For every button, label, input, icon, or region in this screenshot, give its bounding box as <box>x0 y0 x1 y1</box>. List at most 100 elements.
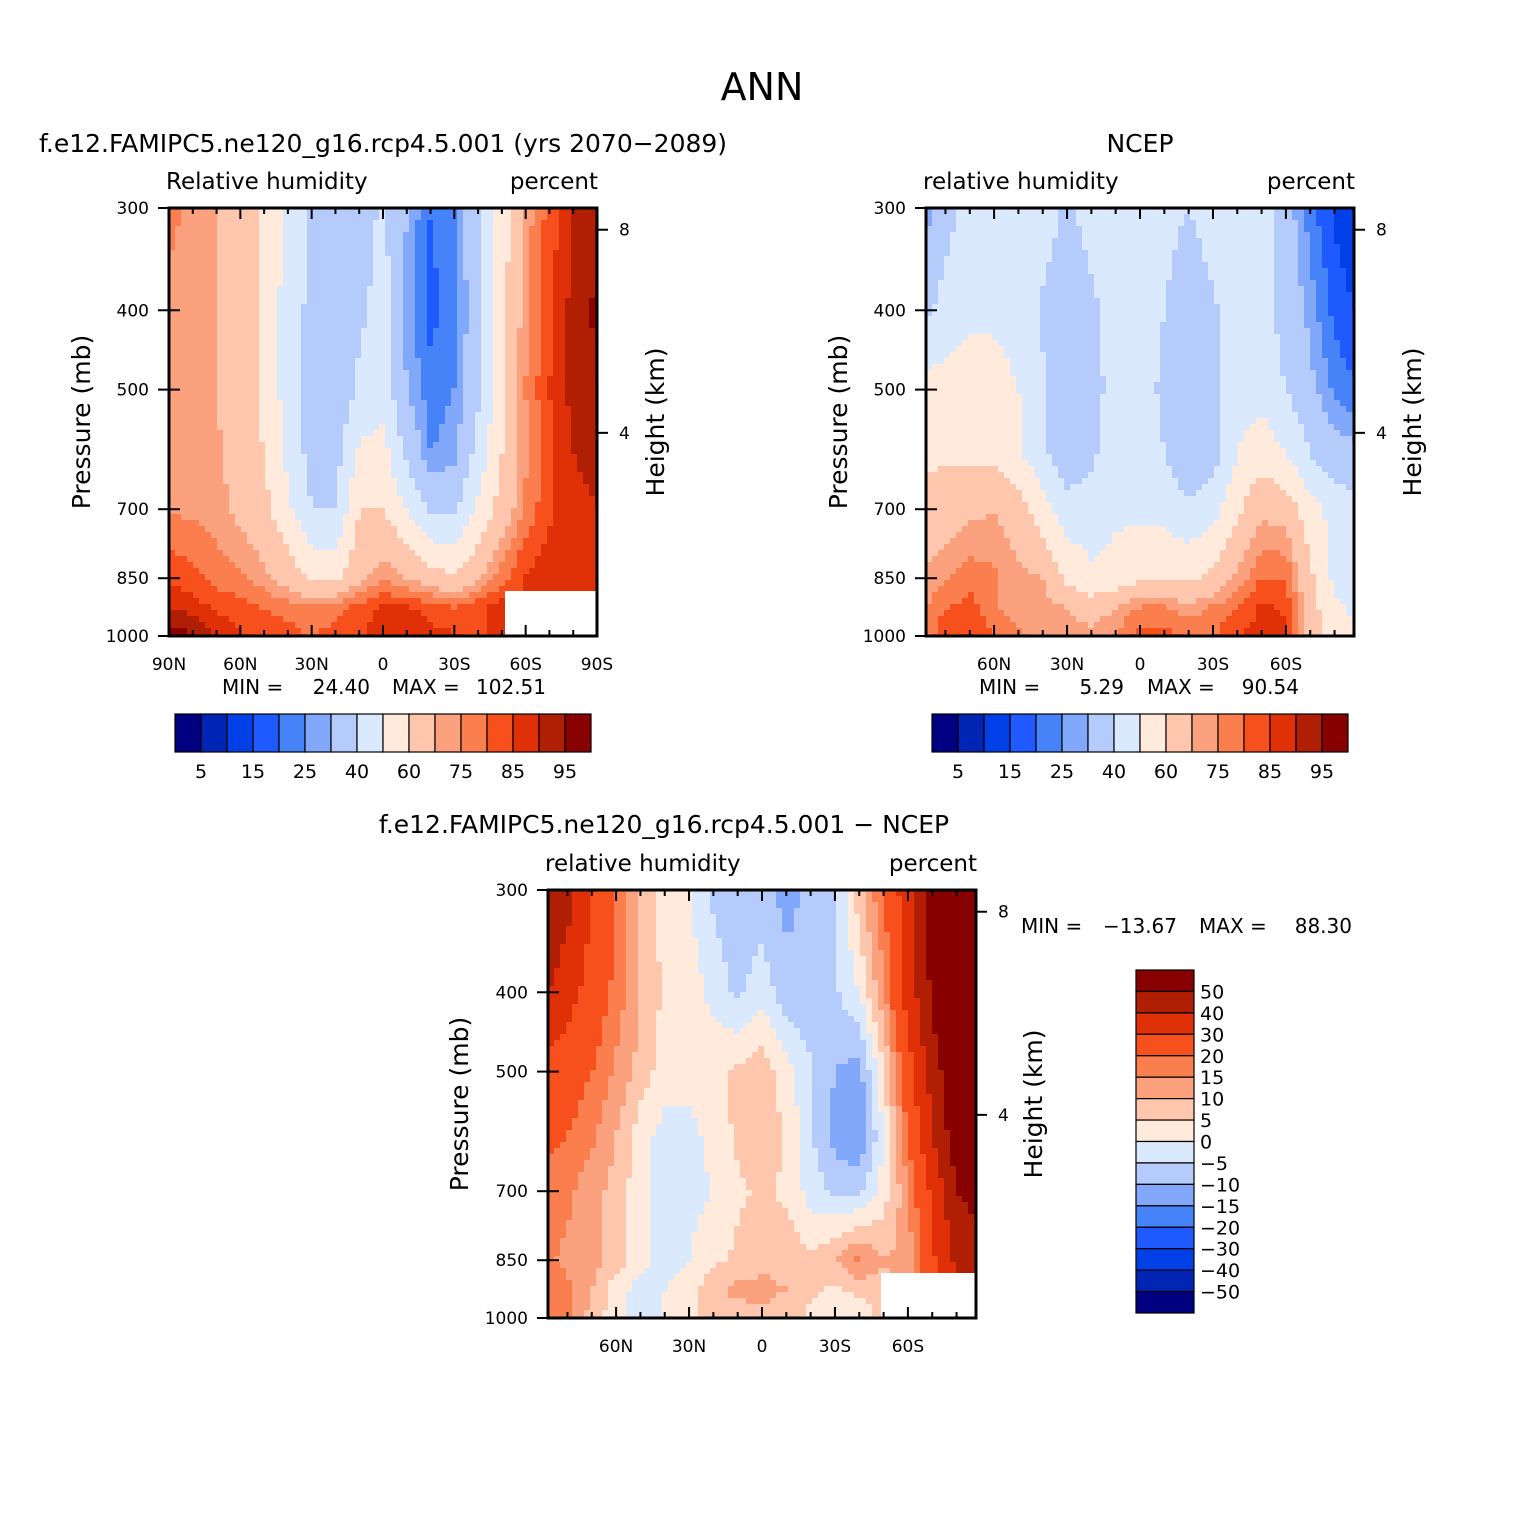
contour-cell <box>313 544 320 551</box>
contour-cell <box>385 322 392 329</box>
contour-cell <box>253 208 260 215</box>
contour-cell <box>457 472 464 479</box>
contour-cell <box>343 580 350 587</box>
contour-cell <box>517 496 524 503</box>
contour-cell <box>265 520 272 527</box>
contour-cell <box>355 550 362 557</box>
contour-cell <box>457 352 464 359</box>
contour-cell <box>169 262 176 269</box>
contour-cell <box>493 394 500 401</box>
contour-cell <box>373 256 380 263</box>
contour-cell <box>583 346 590 353</box>
contour-cell <box>205 436 212 443</box>
contour-cell <box>439 370 446 377</box>
contour-cell <box>493 484 500 491</box>
contour-cell <box>427 544 434 551</box>
contour-cell <box>385 544 392 551</box>
contour-cell <box>517 490 524 497</box>
contour-cell <box>265 598 272 605</box>
contour-cell <box>511 370 518 377</box>
contour-cell <box>415 304 422 311</box>
contour-cell <box>319 430 326 437</box>
contour-cell <box>271 370 278 377</box>
contour-cell <box>379 556 386 563</box>
contour-cell <box>283 388 290 395</box>
contour-cell <box>265 316 272 323</box>
contour-cell <box>277 550 284 557</box>
contour-cell <box>277 400 284 407</box>
contour-cell <box>583 286 590 293</box>
contour-cell <box>415 358 422 365</box>
contour-cell <box>565 262 572 269</box>
contour-cell <box>559 430 566 437</box>
contour-cell <box>241 346 248 353</box>
contour-cell <box>295 298 302 305</box>
contour-cell <box>445 220 452 227</box>
contour-cell <box>379 484 386 491</box>
contour-cell <box>229 610 236 617</box>
contour-cell <box>547 538 554 545</box>
contour-cell <box>193 352 200 359</box>
contour-cell <box>463 238 470 245</box>
contour-cell <box>415 346 422 353</box>
contour-cell <box>535 508 542 515</box>
contour-cell <box>361 298 368 305</box>
contour-cell <box>193 400 200 407</box>
contour-cell <box>295 292 302 299</box>
contour-cell <box>229 586 236 593</box>
contour-cell <box>241 412 248 419</box>
contour-cell <box>433 406 440 413</box>
contour-cell <box>349 298 356 305</box>
contour-cell <box>193 316 200 323</box>
contour-cell <box>259 568 266 575</box>
contour-cell <box>469 226 476 233</box>
contour-cell <box>241 574 248 581</box>
contour-cell <box>181 214 188 221</box>
contour-cell <box>205 544 212 551</box>
contour-cell <box>349 370 356 377</box>
contour-cell <box>235 556 242 563</box>
contour-cell <box>397 502 404 509</box>
contour-cell <box>493 412 500 419</box>
contour-cell <box>505 208 512 215</box>
contour-cell <box>541 400 548 407</box>
contour-cell <box>187 304 194 311</box>
contour-cell <box>517 256 524 263</box>
contour-cell <box>295 484 302 491</box>
contour-cell <box>571 304 578 311</box>
contour-cell <box>535 466 542 473</box>
contour-cell <box>469 346 476 353</box>
contour-cell <box>391 562 398 569</box>
contour-cell <box>547 298 554 305</box>
contour-cell <box>565 454 572 461</box>
contour-cell <box>505 358 512 365</box>
contour-cell <box>445 490 452 497</box>
contour-cell <box>337 454 344 461</box>
contour-cell <box>283 364 290 371</box>
contour-cell <box>505 394 512 401</box>
contour-cell <box>445 340 452 347</box>
contour-cell <box>253 418 260 425</box>
contour-cell <box>319 406 326 413</box>
contour-cell <box>217 616 224 623</box>
contour-cell <box>223 466 230 473</box>
contour-cell <box>169 556 176 563</box>
contour-cell <box>217 574 224 581</box>
contour-cell <box>313 286 320 293</box>
contour-cell <box>235 520 242 527</box>
contour-cell <box>223 580 230 587</box>
contour-cell <box>259 622 266 629</box>
contour-cell <box>415 544 422 551</box>
contour-cell <box>307 538 314 545</box>
contour-cell <box>481 328 488 335</box>
contour-cell <box>505 502 512 509</box>
contour-cell <box>193 478 200 485</box>
contour-cell <box>487 556 494 563</box>
contour-cell <box>301 316 308 323</box>
contour-cell <box>433 394 440 401</box>
contour-cell <box>343 238 350 245</box>
contour-cell <box>571 316 578 323</box>
contour-cell <box>577 250 584 257</box>
contour-cell <box>469 286 476 293</box>
contour-cell <box>589 514 596 521</box>
